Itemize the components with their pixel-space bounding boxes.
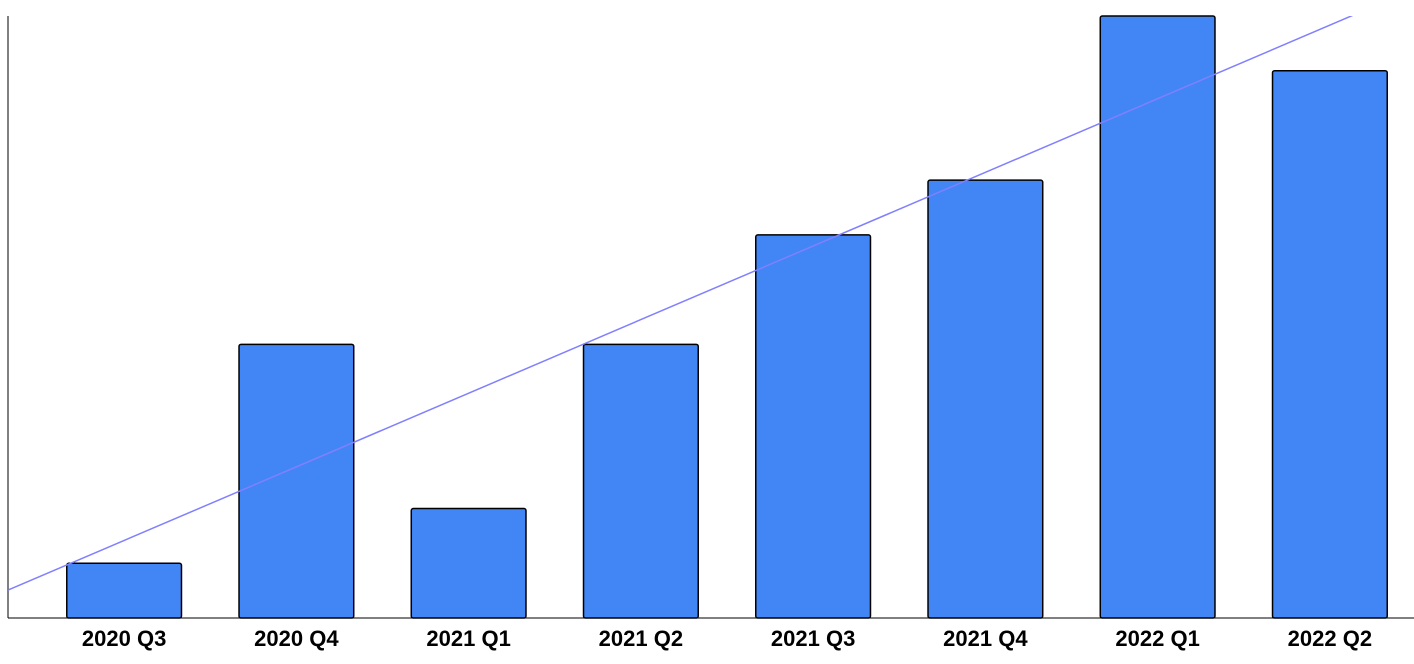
x-tick-label: 2022 Q1 (1115, 626, 1199, 651)
x-tick-label: 2020 Q3 (82, 626, 166, 651)
bar (582, 343, 699, 619)
bar (755, 234, 872, 619)
x-tick-label: 2022 Q2 (1288, 626, 1372, 651)
bar (238, 343, 355, 619)
bar (1099, 15, 1216, 619)
bar (410, 507, 527, 619)
x-tick-label: 2021 Q3 (771, 626, 855, 651)
x-tick-label: 2021 Q4 (943, 626, 1028, 651)
bar (1271, 69, 1388, 619)
bar (927, 179, 1044, 619)
x-tick-label: 2021 Q1 (426, 626, 510, 651)
x-tick-label: 2021 Q2 (599, 626, 683, 651)
trend-line (8, 16, 1354, 591)
x-tick-label: 2020 Q4 (254, 626, 339, 651)
bar (66, 562, 183, 619)
